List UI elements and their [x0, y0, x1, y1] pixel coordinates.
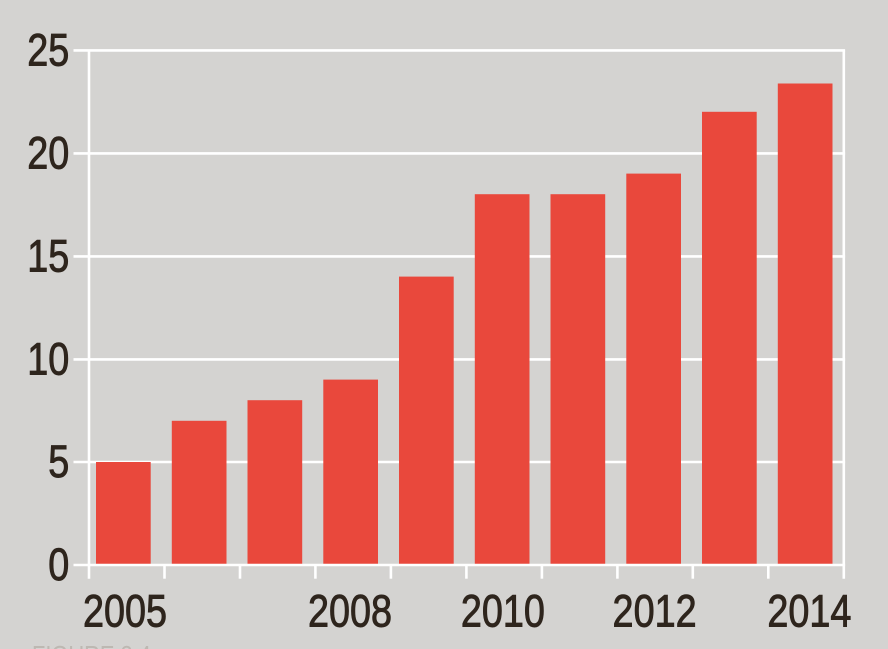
svg-text:2005: 2005	[83, 585, 167, 636]
svg-text:5: 5	[48, 436, 69, 487]
svg-text:0: 0	[48, 539, 69, 590]
svg-text:10: 10	[27, 333, 69, 384]
svg-text:25: 25	[27, 24, 69, 75]
svg-text:15: 15	[27, 230, 69, 281]
svg-text:2012: 2012	[613, 585, 697, 636]
svg-text:20: 20	[27, 127, 69, 178]
svg-text:2014: 2014	[767, 585, 851, 636]
svg-text:FIGURE 2.4: FIGURE 2.4	[32, 641, 151, 649]
svg-text:2008: 2008	[308, 585, 392, 636]
svg-text:2010: 2010	[461, 585, 545, 636]
